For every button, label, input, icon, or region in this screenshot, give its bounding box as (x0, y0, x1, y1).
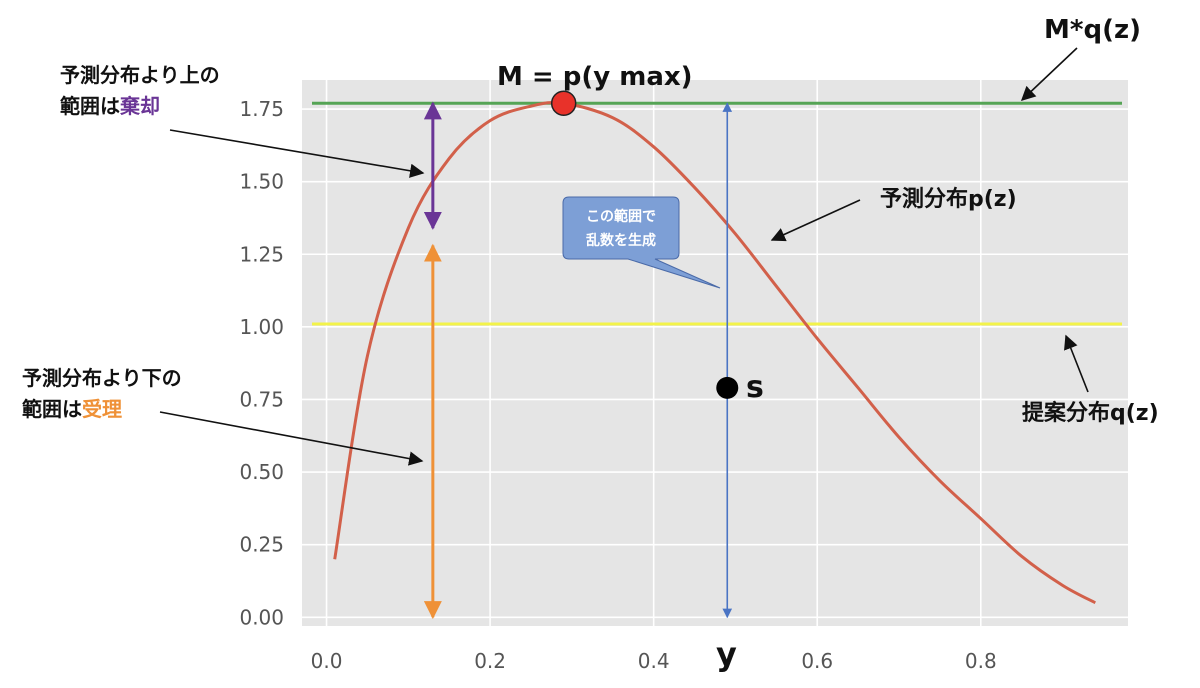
accept-note-arrow (159, 411, 424, 466)
y-tick-label: 0.25 (239, 533, 284, 557)
target-density-curve (333, 100, 1096, 605)
y-tick-label: 1.00 (239, 315, 284, 339)
reject-note: 予測分布より上の 範囲は棄却 (60, 63, 220, 118)
reject-note-arrow (169, 129, 425, 178)
svg-text:範囲は受理: 範囲は受理 (22, 397, 122, 421)
max-point (550, 90, 577, 116)
y-tick-label: 1.50 (239, 170, 284, 194)
target-label-arrow (770, 199, 861, 242)
proposal-label-arrow (1064, 334, 1089, 393)
proposal-label: 提案分布q(z) (1022, 400, 1159, 426)
accept-note: 予測分布より下の 範囲は受理 (22, 366, 182, 421)
x-tick-label: 0.6 (801, 649, 833, 673)
x-tick-label: 0.4 (638, 649, 670, 673)
y-tick-label: 1.25 (239, 242, 284, 266)
accept-note-prefix: 範囲は (22, 397, 82, 421)
target-curve-label: 予測分布p(z) (880, 186, 1017, 212)
callout-line1: この範囲で (586, 208, 656, 225)
sample-point (716, 376, 739, 399)
generate-callout: この範囲で 乱数を生成 (562, 196, 721, 289)
y-tick-label: 0.75 (239, 387, 284, 411)
x-tick-label: 0.8 (965, 649, 997, 673)
y-tick-label: 1.75 (239, 97, 284, 121)
y-tick-label: 0.50 (239, 460, 284, 484)
sample-point-label: s (746, 370, 764, 405)
tick-labels: 0.0 0.2 0.4 0.6 0.8 0.00 0.25 0.50 0.75 1.00 1.25 1… (239, 97, 996, 673)
x-tick-label: 0.2 (474, 649, 506, 673)
y-tick-label: 0.00 (239, 605, 284, 629)
reject-note-emphasis: 棄却 (120, 94, 160, 118)
envelope-label: M*q(z) (1044, 15, 1141, 45)
envelope-label-arrow (1020, 47, 1078, 101)
x-sample-label: y (716, 635, 737, 673)
accept-note-emphasis: 受理 (82, 397, 122, 421)
svg-text:範囲は棄却: 範囲は棄却 (60, 94, 160, 118)
max-point-label: M = p(y max) (497, 62, 693, 92)
reject-note-line1: 予測分布より上の (60, 63, 220, 87)
accept-note-line1: 予測分布より下の (22, 366, 182, 390)
x-tick-label: 0.0 (311, 649, 343, 673)
reject-note-prefix: 範囲は (60, 94, 120, 118)
callout-line2: 乱数を生成 (586, 232, 656, 249)
